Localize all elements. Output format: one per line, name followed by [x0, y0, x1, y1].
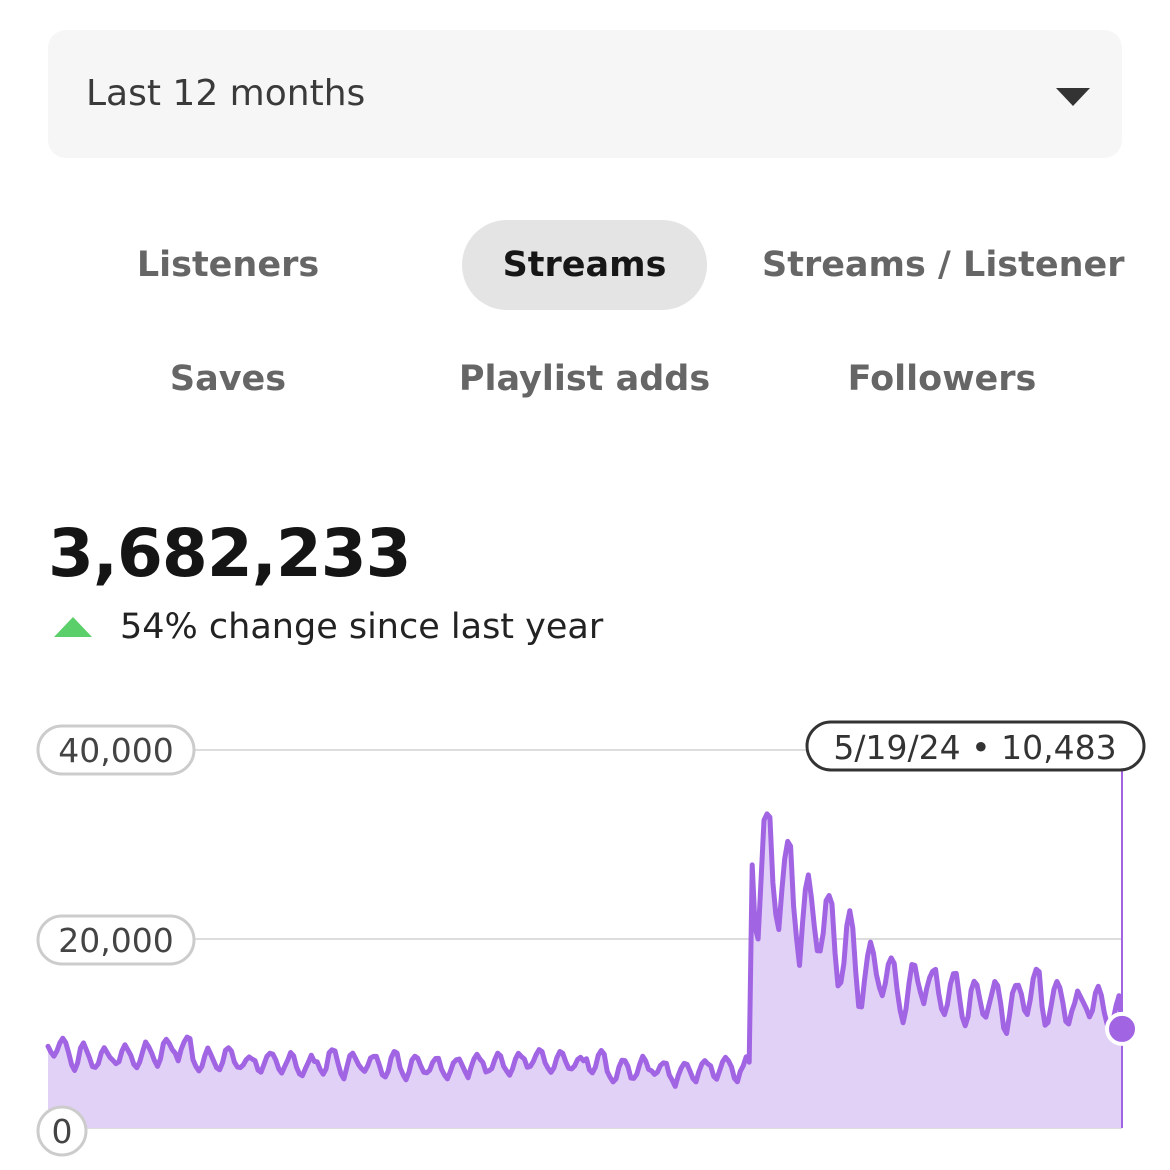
period-dropdown[interactable]: Last 12 months	[48, 30, 1122, 158]
hover-tooltip: 5/19/24 • 10,483	[805, 720, 1146, 772]
change-text: 54% change since last year	[120, 607, 604, 647]
tooltip-value: 10,483	[1001, 728, 1116, 767]
trend-up-icon	[54, 617, 92, 637]
tab-listeners[interactable]: Listeners	[136, 245, 320, 285]
tab-streams-per-listener[interactable]: Streams / Listener	[762, 245, 1125, 285]
y-tick-40000: 40,000	[36, 724, 196, 776]
total-streams-value: 3,682,233	[48, 515, 412, 592]
y-tick-0: 0	[36, 1105, 88, 1157]
change-indicator: 54% change since last year	[54, 602, 603, 652]
hover-point[interactable]	[1105, 1011, 1139, 1046]
y-tick-label: 20,000	[58, 921, 173, 960]
tab-playlist-adds[interactable]: Playlist adds	[458, 359, 711, 399]
tab-followers[interactable]: Followers	[847, 359, 1037, 399]
tab-streams[interactable]: Streams	[462, 220, 707, 310]
y-tick-20000: 20,000	[36, 914, 196, 966]
svg-text:5/19/24 • 10,483: 5/19/24 • 10,483	[833, 728, 1116, 767]
y-tick-label: 0	[52, 1112, 73, 1151]
tooltip-date: 5/19/24	[833, 728, 960, 767]
period-dropdown-value: Last 12 months	[86, 73, 366, 114]
tab-saves[interactable]: Saves	[169, 359, 287, 399]
y-tick-label: 40,000	[58, 731, 173, 770]
streams-line	[45, 811, 1125, 1089]
caret-down-icon[interactable]	[1056, 88, 1090, 106]
tooltip-separator: •	[961, 728, 1001, 767]
streams-area-fill	[48, 813, 1122, 1128]
streams-chart[interactable]: 40,000 20,000 0 5/19/24 • 10,483	[0, 700, 1170, 1170]
